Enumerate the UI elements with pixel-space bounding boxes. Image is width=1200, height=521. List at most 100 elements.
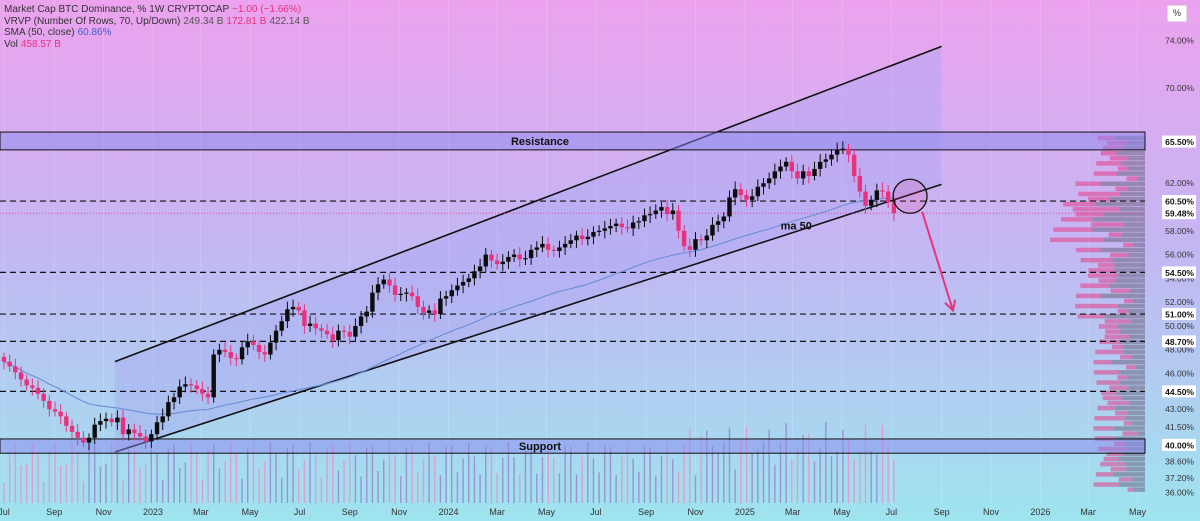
percent-scale-button[interactable]: % [1167,5,1187,22]
volume-profile-bar-down [1088,268,1116,273]
candle-body [766,178,772,184]
sma-50-line [3,197,894,415]
candle-body [7,361,12,367]
y-tick-label: 52.00% [1165,297,1194,307]
candle-body [789,161,795,172]
x-tick-label: May [538,507,556,517]
volume-profile-bar-down [1120,354,1132,360]
volume-profile-bar-up [1117,324,1145,329]
volume-profile-bar-down [1075,303,1118,309]
candle-body [602,228,607,231]
x-tick-label: Sep [46,507,62,517]
volume-profile-bar-up [1118,370,1145,375]
candle-body [517,254,522,260]
volume-profile-bar-down [1076,293,1102,299]
volume-profile-bar-down [1072,206,1120,212]
volume-profile-bar-down [1093,370,1119,375]
candle-body [817,161,823,169]
candle-body [557,247,562,251]
x-tick-label: Nov [983,507,1000,517]
y-tick-label: 38.60% [1165,457,1194,467]
candle-body [432,310,437,315]
candle-body [800,171,806,179]
candle-body [812,168,817,177]
volume-profile-bar-down [1095,349,1124,355]
volume-profile-bar-up [1123,344,1145,350]
candle-body [489,254,494,261]
candle-body [891,202,897,214]
candle-body [194,385,199,389]
candle-body [47,400,52,410]
volume-profile-bar-up [1127,166,1145,171]
volume-profile-bar-down [1093,359,1112,365]
candle-body [30,385,35,388]
level-value-label: 44.50% [1165,387,1194,397]
volume-profile-bar-down [1108,232,1122,237]
volume-profile-bar-up [1119,191,1145,197]
candle-body [296,306,301,311]
volume-profile-bar-up [1132,298,1145,304]
volume-profile-bar-up [1120,380,1145,385]
legend-vol-row: Vol 458.57 B [4,39,313,51]
y-tick-label: 37.20% [1165,473,1194,483]
volume-profile-bar-up [1137,431,1145,436]
volume-profile-bar-down [1117,308,1128,314]
legend-source: CRYPTOCAP [167,4,230,15]
candle-body [806,171,812,177]
volume-profile-bar-up [1101,293,1145,299]
candle-body [302,310,307,326]
y-tick-label: 48.00% [1165,345,1194,355]
candle-body [35,387,41,394]
candle-body [381,279,386,285]
candle-body [256,344,262,353]
candle-body [710,224,715,236]
legend-sma-title: SMA (50, close) [4,27,75,38]
volume-profile-bar-down [1115,410,1128,416]
candle-body [670,210,676,215]
volume-profile-bar-down [1122,431,1138,436]
x-tick-label: Mar [785,507,801,517]
legend-vrvp-v2: 172.81 B [226,15,267,27]
candle-body [823,159,829,162]
candle-body [885,191,891,203]
candle-body [353,325,358,337]
volume-profile-bar-down [1106,451,1123,457]
candle-body [262,352,267,355]
channel-lower-line [114,183,942,453]
candle-body [13,366,18,373]
candle-body [222,349,228,353]
x-tick-label: May [834,507,852,517]
volume-profile-bar-up [1103,237,1145,243]
candle-body [205,393,211,398]
volume-profile-bar-up [1133,487,1145,492]
x-tick-label: Sep [934,507,950,517]
volume-profile-bar-down [1075,181,1101,186]
legend-sma-value: 60.86% [77,27,112,38]
legend-vrvp-row: VRVP (Number Of Rows, 70, Up/Down) 249.34… [4,16,313,28]
candle-body [846,148,851,155]
candle-body [562,243,568,248]
x-tick-label: 2023 [143,507,163,517]
volume-profile-bar-down [1097,263,1115,268]
x-tick-label: May [242,507,260,517]
candle-body [375,284,381,293]
candle-body [659,206,664,211]
x-tick-label: 2026 [1030,507,1050,517]
volume-profile-bar-down [1117,166,1128,171]
candle-body [58,411,63,417]
candle-body [460,281,466,286]
candle-body [409,292,415,297]
volume-profile-bar-down [1104,334,1130,339]
candle-body [392,285,398,296]
candle-body [795,171,800,179]
volume-profile-bar-up [1125,461,1145,467]
level-value-label: 40.00% [1165,440,1194,450]
volume-profile-bar-down [1123,242,1134,248]
candle-body [761,183,766,187]
candle-body [251,341,256,345]
candle-body [755,186,761,197]
candle-body [285,309,290,322]
volume-profile-bar-up [1122,451,1145,457]
volume-profile-bar-up [1100,247,1145,253]
level-value-label-bg [1162,207,1196,220]
